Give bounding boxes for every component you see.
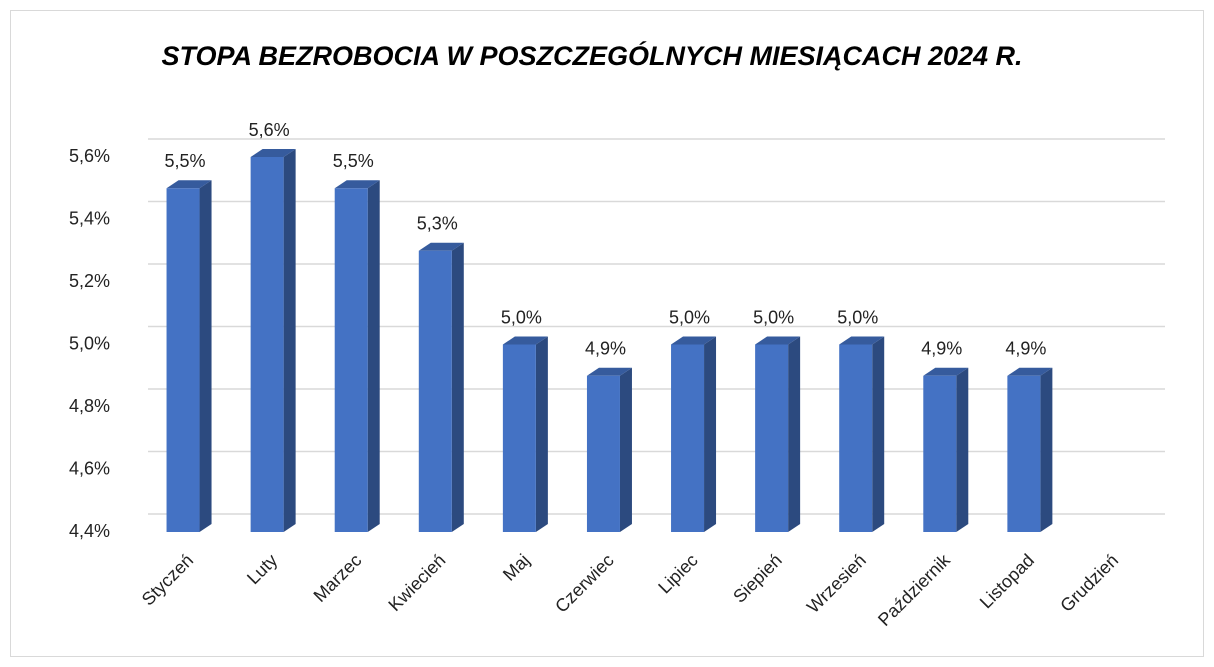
y-tick-label: 5,0% <box>69 333 110 353</box>
bar-top <box>671 336 717 345</box>
bar <box>671 336 717 532</box>
data-label: 5,0% <box>753 307 794 327</box>
data-label: 4,9% <box>1005 339 1046 359</box>
bar-side <box>199 180 212 532</box>
bar-top <box>250 149 296 157</box>
bar-front <box>166 188 200 532</box>
bar-front <box>418 250 452 532</box>
bar <box>586 367 632 532</box>
bar <box>502 336 548 532</box>
bar-front <box>1007 375 1041 532</box>
bar <box>755 336 801 532</box>
bar-side <box>1040 367 1053 532</box>
bar-front <box>923 375 957 532</box>
bar-side <box>283 149 296 532</box>
bar-front <box>671 344 705 532</box>
bar-side <box>451 242 464 532</box>
bar-side <box>367 180 380 532</box>
bar-top <box>1007 367 1053 376</box>
bar-top <box>839 336 885 345</box>
y-tick-label: 4,6% <box>69 458 110 478</box>
y-tick-label: 5,4% <box>69 208 110 228</box>
bar <box>418 242 464 532</box>
bar-top <box>755 336 801 345</box>
bar-front <box>755 344 789 532</box>
data-label: 4,9% <box>921 339 962 359</box>
bar <box>839 336 885 532</box>
bar <box>923 367 969 532</box>
data-label: 4,9% <box>585 339 626 359</box>
data-label: 5,5% <box>333 151 374 171</box>
data-label: 5,5% <box>165 151 206 171</box>
bar <box>1007 367 1053 532</box>
data-label: 5,0% <box>837 307 878 327</box>
bar-side <box>788 336 801 532</box>
bar-front <box>250 157 284 532</box>
bar-top <box>923 367 969 376</box>
bar <box>166 180 212 532</box>
bar-front <box>334 188 368 532</box>
bar-side <box>872 336 885 532</box>
bar-front <box>502 344 536 532</box>
y-tick-label: 4,8% <box>69 396 110 416</box>
y-tick-label: 5,2% <box>69 271 110 291</box>
data-label: 5,0% <box>669 307 710 327</box>
bar-side <box>535 336 548 532</box>
chart-title: STOPA BEZROBOCIA W POSZCZEGÓLNYCH MIESIĄ… <box>161 40 1022 71</box>
bar-front <box>839 344 873 532</box>
bar-top <box>166 180 212 189</box>
bar-top <box>502 336 548 345</box>
bar-top <box>418 242 464 251</box>
bar-side <box>956 367 969 532</box>
bar <box>334 180 380 532</box>
y-tick-label: 5,6% <box>69 146 110 166</box>
data-label: 5,6% <box>249 120 290 140</box>
data-label: 5,3% <box>417 214 458 234</box>
bar <box>250 149 296 532</box>
data-label: 5,0% <box>501 307 542 327</box>
y-tick-label: 4,4% <box>69 521 110 541</box>
bar-side <box>704 336 717 532</box>
bar-side <box>619 367 632 532</box>
bar-front <box>586 375 620 532</box>
bar-top <box>334 180 380 189</box>
bar-top <box>586 367 632 376</box>
